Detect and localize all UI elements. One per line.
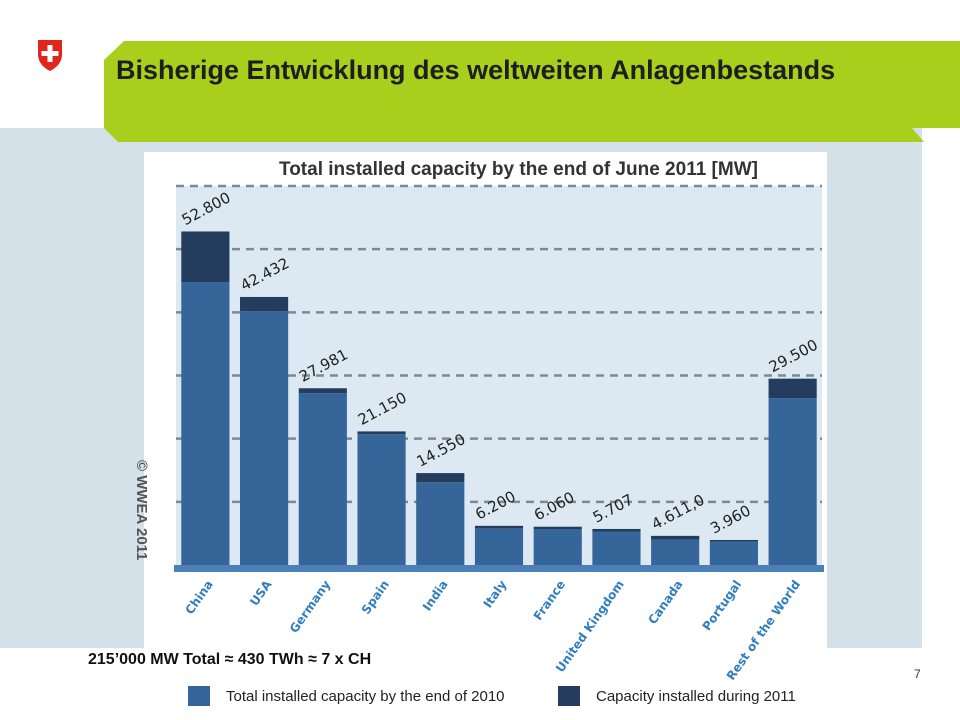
category-label: China: [182, 578, 215, 617]
bar-2011: [240, 296, 289, 312]
bar-2010: [651, 539, 700, 565]
bar-2010: [357, 434, 406, 565]
bar-2011: [181, 231, 230, 283]
bar-2011: [474, 525, 524, 529]
bar-2010: [533, 528, 582, 565]
category-label: Spain: [359, 578, 392, 617]
category-label: Italy: [481, 578, 510, 611]
legend-swatch-2010: [188, 686, 210, 706]
bar-2010: [768, 398, 817, 565]
slide-title: Bisherige Entwicklung des weltweiten Anl…: [116, 55, 836, 85]
bar-2011: [298, 388, 347, 394]
category-label: United Kingdom: [553, 578, 627, 675]
bar-2011: [416, 473, 465, 483]
legend-label-2011: Capacity installed during 2011: [596, 688, 796, 705]
category-label: Germany: [287, 578, 333, 636]
bar-2010: [709, 541, 758, 565]
bar-2011: [533, 526, 582, 529]
bar-2010: [298, 393, 347, 565]
category-label: Canada: [645, 578, 685, 627]
bar-2011: [768, 378, 817, 399]
bar-2010: [474, 528, 524, 565]
summary-caption: 215’000 MW Total ≈ 430 TWh ≈ 7 x CH: [88, 651, 372, 668]
bar-2011: [592, 528, 641, 532]
category-label: USA: [247, 577, 275, 608]
legend-label-2010: Total installed capacity by the end of 2…: [226, 688, 505, 705]
bar-2010: [592, 531, 641, 565]
bar-2011: [651, 535, 700, 540]
bar-chart: Total installed capacity by the end of J…: [174, 159, 824, 683]
category-label: Portugal: [700, 578, 745, 634]
bar-2010: [181, 282, 230, 565]
bar-2010: [240, 311, 289, 565]
chart-legend: Total installed capacity by the end of 2…: [188, 686, 828, 710]
chart-title: Total installed capacity by the end of J…: [279, 159, 758, 180]
copyright-label: © WWEA 2011: [133, 460, 150, 561]
category-label: France: [531, 578, 568, 623]
x-axis-baseline: [174, 565, 824, 572]
chart-container: Total installed capacity by the end of J…: [144, 152, 827, 720]
bar-2010: [416, 482, 465, 565]
category-label: India: [420, 578, 451, 614]
title-banner: [104, 41, 960, 142]
legend-swatch-2011: [558, 686, 580, 706]
swiss-cross-shield-icon: [38, 40, 62, 71]
bar-2011: [357, 431, 406, 435]
page-number: 7: [914, 667, 921, 681]
bar-2011: [709, 539, 758, 542]
